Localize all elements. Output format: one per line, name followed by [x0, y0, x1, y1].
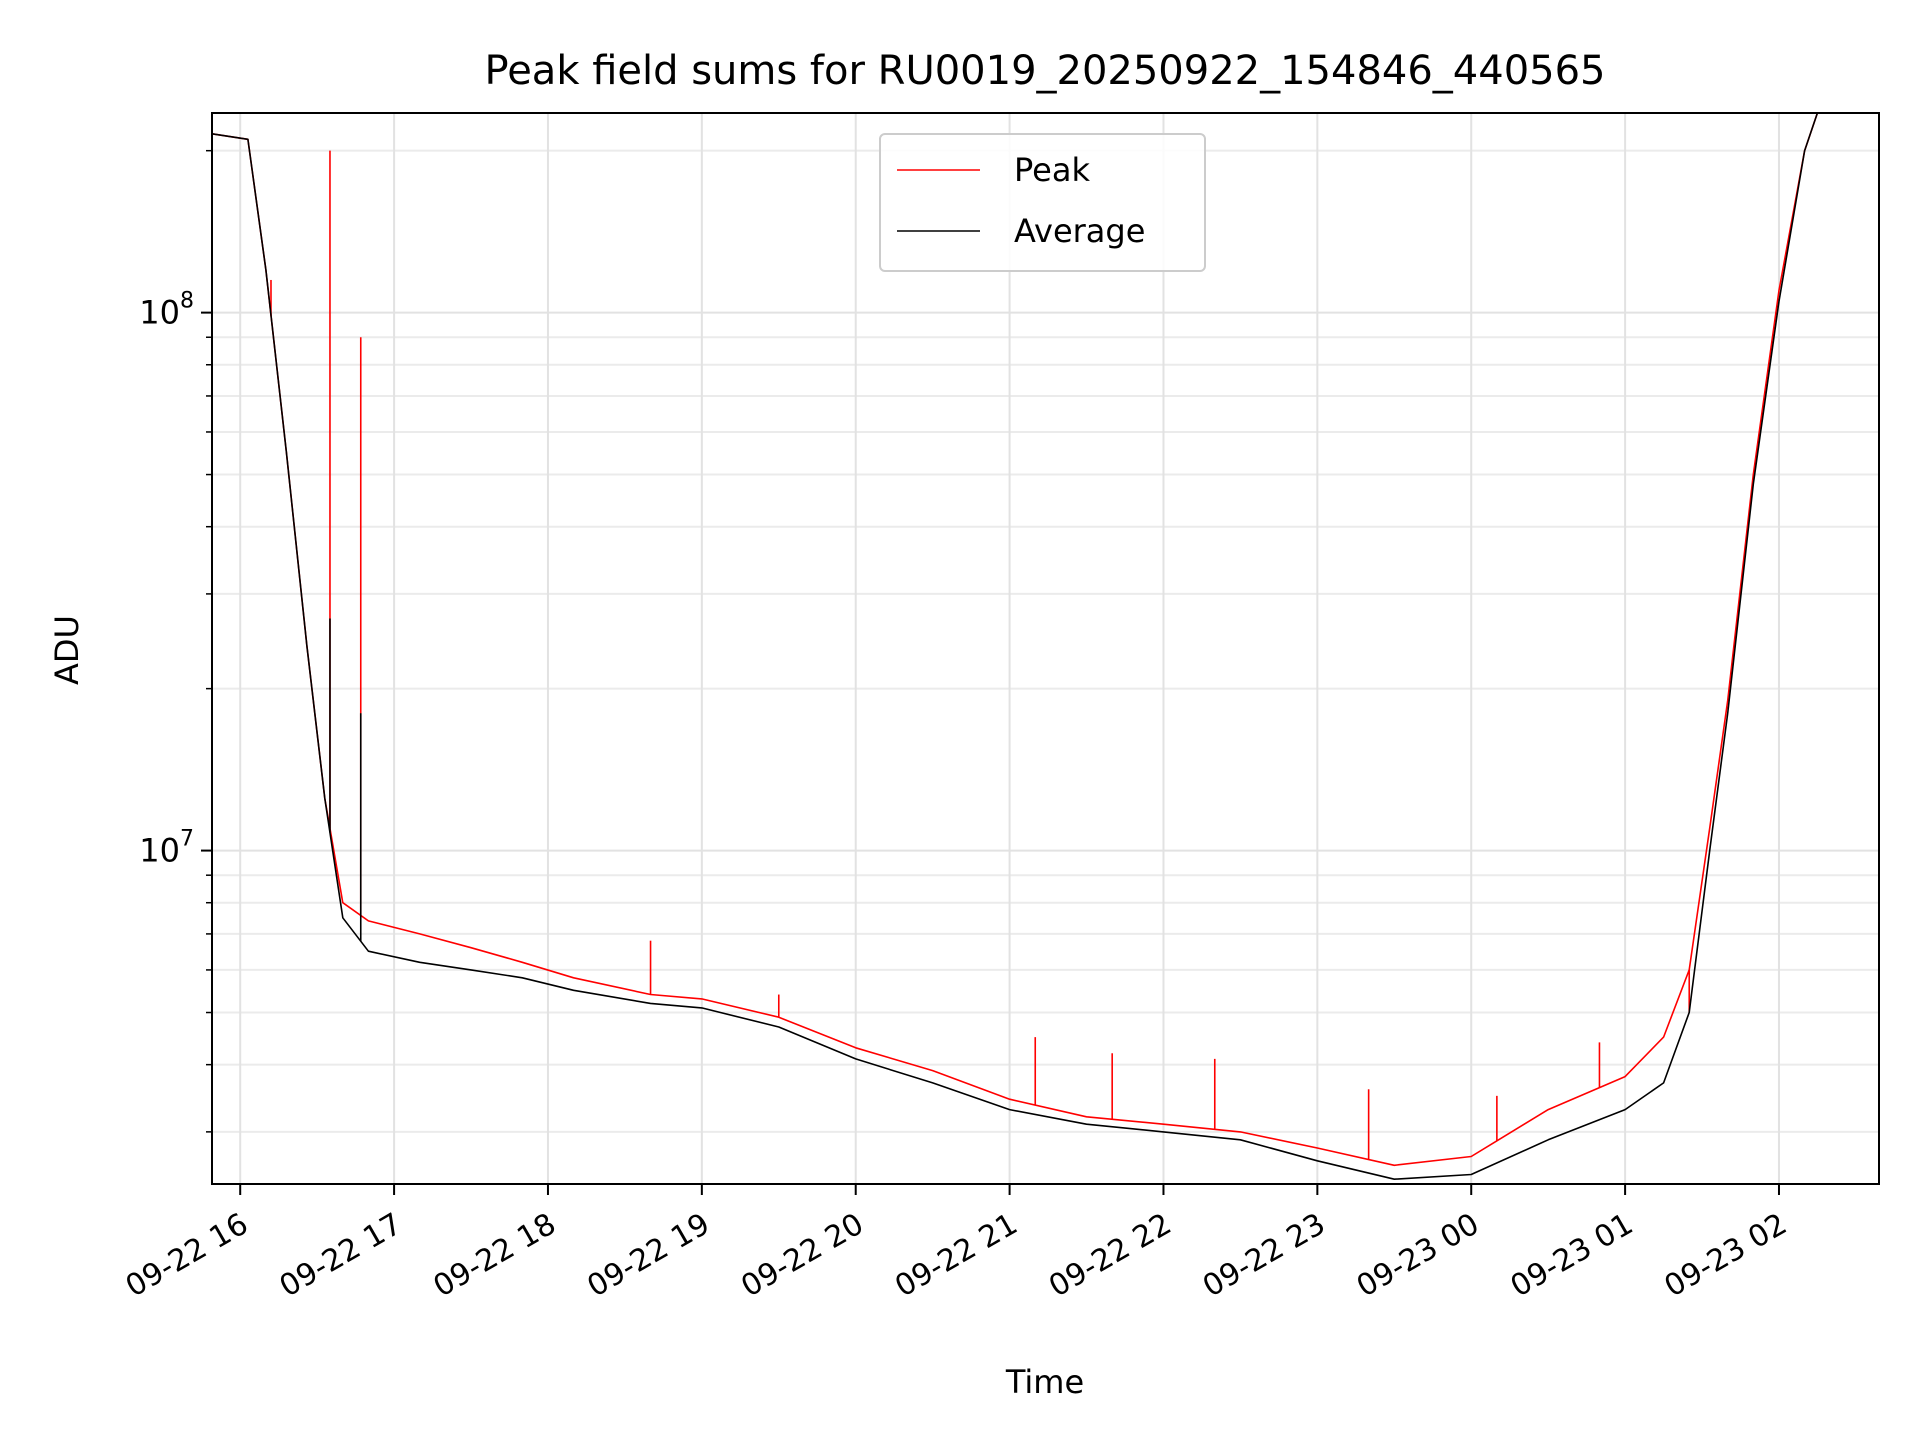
- plot-area-frame: [211, 112, 1880, 1185]
- chart-title: Peak field sums for RU0019_20250922_1548…: [485, 48, 1606, 94]
- x-axis-label: Time: [1005, 1363, 1084, 1401]
- series-line-peak: [211, 112, 1819, 1167]
- minor-gridlines: [212, 149, 1879, 1133]
- y-tick-label: 107: [139, 827, 194, 870]
- y-tick-label: 108: [139, 289, 194, 332]
- series-peak: [211, 112, 1819, 1167]
- legend: Peak Average: [879, 133, 1206, 272]
- legend-label-peak: Peak: [1014, 151, 1090, 189]
- legend-label-average: Average: [1014, 212, 1145, 250]
- major-gridlines: [212, 113, 1879, 1184]
- series-line-average: [211, 112, 1819, 1180]
- y-axis-label: ADU: [48, 615, 86, 685]
- legend-box: [879, 133, 1206, 272]
- y-axis: 107 108: [139, 149, 212, 1133]
- plot-series: [211, 112, 1819, 1180]
- series-average: [211, 112, 1819, 1180]
